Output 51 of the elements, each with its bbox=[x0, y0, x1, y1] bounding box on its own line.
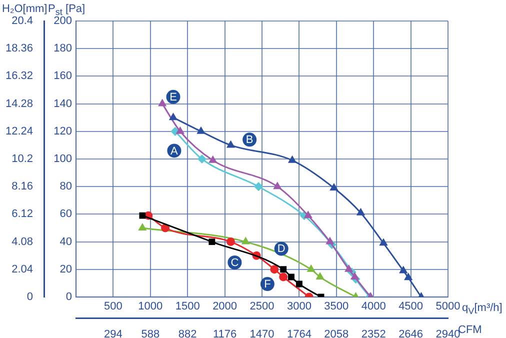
y-tick-label: 80 bbox=[60, 180, 72, 193]
y-tick-label: 160 bbox=[54, 70, 72, 82]
y2-tick-label: 8.16 bbox=[12, 180, 33, 193]
y2-tick-label: 20.4 bbox=[12, 15, 33, 28]
annotation: F bbox=[264, 278, 272, 291]
x2-tick-label: 882 bbox=[178, 328, 197, 338]
x2-tick-label: 1470 bbox=[250, 328, 274, 338]
x2-tick-label: 294 bbox=[104, 328, 122, 338]
y-tick-label: 120 bbox=[54, 125, 72, 138]
y-tick-label: 180 bbox=[54, 42, 72, 55]
y2-tick-label: 2.04 bbox=[12, 263, 33, 276]
y-tick-label: 200 bbox=[54, 15, 72, 28]
annotation: A bbox=[170, 145, 179, 158]
y2-tick-label: 12.24 bbox=[5, 125, 33, 138]
x-tick-label: 4000 bbox=[361, 300, 386, 313]
x2-tick-label: 1176 bbox=[212, 328, 237, 338]
annotation: B bbox=[246, 134, 254, 146]
annotation: E bbox=[170, 91, 177, 104]
y2-tick-label: 14.28 bbox=[5, 98, 33, 110]
x2-tick-label: 2646 bbox=[398, 328, 424, 338]
y2-axis-title: H₂O[mm] bbox=[2, 3, 48, 15]
y-tick-label: 100 bbox=[54, 153, 72, 166]
x-tick-label: 3000 bbox=[286, 300, 312, 313]
y-axis-title: P$_{st}$ [Pa] bbox=[48, 3, 86, 18]
y-tick-label: 0 bbox=[66, 291, 72, 304]
x-tick-label: 4500 bbox=[398, 300, 424, 313]
x-axis-title: q$_{V}$[m³/h] bbox=[462, 302, 502, 316]
annotation: C bbox=[230, 257, 239, 270]
y2-tick-label: 0 bbox=[26, 291, 33, 304]
x-tick-label: 2500 bbox=[250, 300, 274, 313]
annotation: D bbox=[277, 243, 286, 256]
y-tick-label: 60 bbox=[60, 208, 72, 220]
x2-tick-label: 2940 bbox=[436, 328, 460, 338]
x-tick-label: 1000 bbox=[138, 300, 163, 313]
x2-tick-label: 2058 bbox=[324, 328, 349, 338]
x-tick-label: 3500 bbox=[324, 300, 349, 313]
y2-tick-label: 10.2 bbox=[12, 153, 33, 166]
y-tick-label: 140 bbox=[54, 98, 72, 110]
y2-tick-label: 18.36 bbox=[5, 42, 33, 55]
x-tick-label: 5000 bbox=[436, 300, 460, 313]
x2-tick-label: 588 bbox=[141, 328, 160, 338]
y2-tick-label: 6.12 bbox=[12, 208, 33, 220]
y-tick-label: 20 bbox=[60, 263, 72, 276]
y-tick-label: 40 bbox=[60, 236, 72, 248]
x-tick-label: 1500 bbox=[175, 300, 200, 313]
y2-tick-label: 16.32 bbox=[5, 70, 33, 82]
x2-tick-label: 1764 bbox=[286, 328, 312, 338]
x-tick-label: 500 bbox=[104, 300, 122, 313]
x-tick-label: 2000 bbox=[212, 300, 238, 313]
x2-tick-label: 2352 bbox=[361, 328, 386, 338]
y2-tick-label: 4.08 bbox=[12, 236, 33, 248]
